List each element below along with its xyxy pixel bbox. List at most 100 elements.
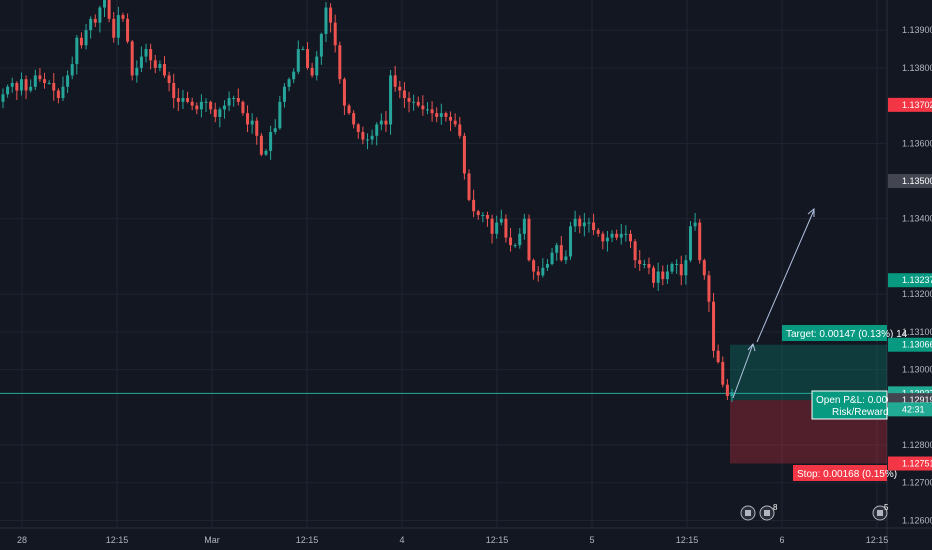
candle-body[interactable] bbox=[402, 90, 406, 99]
candle-body[interactable] bbox=[324, 7, 328, 34]
candle-body[interactable] bbox=[218, 109, 222, 117]
candle-body[interactable] bbox=[172, 82, 176, 99]
candle-body[interactable] bbox=[532, 260, 536, 272]
candle-body[interactable] bbox=[15, 82, 19, 91]
candle-body[interactable] bbox=[578, 218, 582, 227]
candle-body[interactable] bbox=[139, 56, 143, 68]
candle-body[interactable] bbox=[296, 49, 300, 72]
candle-body[interactable] bbox=[661, 271, 665, 280]
candle-body[interactable] bbox=[329, 7, 333, 23]
candle-body[interactable] bbox=[679, 264, 683, 276]
candle-body[interactable] bbox=[70, 64, 74, 76]
candle-body[interactable] bbox=[121, 15, 125, 19]
candle-body[interactable] bbox=[702, 260, 706, 276]
candle-body[interactable] bbox=[84, 30, 88, 46]
candle-body[interactable] bbox=[698, 222, 702, 261]
candle-body[interactable] bbox=[619, 233, 623, 238]
candle-body[interactable] bbox=[430, 109, 434, 114]
candle-body[interactable] bbox=[389, 75, 393, 125]
candle-body[interactable] bbox=[425, 109, 429, 111]
candle-body[interactable] bbox=[135, 67, 139, 76]
candle-body[interactable] bbox=[306, 49, 310, 68]
candle-body[interactable] bbox=[236, 98, 240, 102]
candle-body[interactable] bbox=[670, 264, 674, 272]
candle-body[interactable] bbox=[195, 105, 199, 110]
candle-body[interactable] bbox=[361, 132, 365, 140]
candle-body[interactable] bbox=[458, 124, 462, 136]
candle-body[interactable] bbox=[605, 237, 609, 242]
candle-body[interactable] bbox=[116, 15, 120, 38]
candle-body[interactable] bbox=[38, 75, 42, 80]
candle-body[interactable] bbox=[333, 22, 337, 46]
candle-body[interactable] bbox=[481, 214, 485, 216]
candle-body[interactable] bbox=[144, 49, 148, 57]
candle-body[interactable] bbox=[273, 128, 277, 132]
candle-body[interactable] bbox=[342, 79, 346, 106]
candle-body[interactable] bbox=[725, 384, 729, 396]
candle-body[interactable] bbox=[721, 362, 725, 385]
candle-body[interactable] bbox=[633, 241, 637, 261]
candle-body[interactable] bbox=[250, 120, 254, 125]
candle-body[interactable] bbox=[615, 233, 619, 238]
candle-body[interactable] bbox=[453, 120, 457, 125]
candle-body[interactable] bbox=[545, 264, 549, 268]
candle-body[interactable] bbox=[398, 86, 402, 91]
candle-body[interactable] bbox=[462, 135, 466, 174]
candle-body[interactable] bbox=[472, 199, 476, 212]
candle-body[interactable] bbox=[338, 45, 342, 80]
candle-body[interactable] bbox=[476, 211, 480, 215]
candle-body[interactable] bbox=[416, 101, 420, 106]
candle-body[interactable] bbox=[292, 71, 296, 80]
candle-body[interactable] bbox=[393, 75, 397, 87]
candle-body[interactable] bbox=[550, 252, 554, 264]
candle-body[interactable] bbox=[522, 218, 526, 234]
candle-body[interactable] bbox=[439, 113, 443, 117]
candle-body[interactable] bbox=[186, 98, 190, 102]
candle-body[interactable] bbox=[255, 120, 259, 136]
candle-body[interactable] bbox=[684, 260, 688, 276]
candle-body[interactable] bbox=[569, 226, 573, 257]
candle-body[interactable] bbox=[642, 264, 646, 265]
candle-body[interactable] bbox=[158, 64, 162, 68]
candle-body[interactable] bbox=[716, 350, 720, 363]
candle-body[interactable] bbox=[347, 105, 351, 114]
candle-body[interactable] bbox=[287, 79, 291, 87]
candle-body[interactable] bbox=[301, 49, 305, 51]
candle-body[interactable] bbox=[518, 233, 522, 246]
candle-body[interactable] bbox=[527, 218, 531, 261]
candle-body[interactable] bbox=[675, 264, 679, 265]
candle-body[interactable] bbox=[269, 132, 273, 151]
candle-body[interactable] bbox=[176, 98, 180, 102]
candle-body[interactable] bbox=[319, 33, 323, 57]
candle-body[interactable] bbox=[10, 82, 14, 87]
candle-body[interactable] bbox=[24, 79, 28, 91]
candle-body[interactable] bbox=[652, 267, 656, 283]
candle-body[interactable] bbox=[730, 392, 734, 396]
candle-body[interactable] bbox=[310, 67, 314, 76]
candle-body[interactable] bbox=[98, 7, 102, 23]
candle-body[interactable] bbox=[509, 237, 513, 246]
candle-body[interactable] bbox=[647, 264, 651, 268]
candle-body[interactable] bbox=[541, 267, 545, 276]
candle-body[interactable] bbox=[246, 113, 250, 125]
candle-body[interactable] bbox=[379, 120, 383, 125]
candle-body[interactable] bbox=[421, 105, 425, 110]
candle-body[interactable] bbox=[1, 94, 5, 102]
candle-body[interactable] bbox=[601, 233, 605, 242]
candle-body[interactable] bbox=[638, 260, 642, 264]
candle-body[interactable] bbox=[282, 86, 286, 102]
candle-body[interactable] bbox=[564, 256, 568, 261]
candle-body[interactable] bbox=[587, 222, 591, 224]
candle-body[interactable] bbox=[435, 113, 439, 117]
candle-body[interactable] bbox=[315, 56, 319, 76]
candle-body[interactable] bbox=[61, 86, 65, 99]
candle-body[interactable] bbox=[33, 75, 37, 87]
candle-body[interactable] bbox=[79, 37, 83, 46]
candle-body[interactable] bbox=[181, 98, 185, 102]
candle-body[interactable] bbox=[43, 79, 47, 83]
candle-body[interactable] bbox=[467, 173, 471, 200]
candle-body[interactable] bbox=[241, 101, 245, 114]
candle-body[interactable] bbox=[209, 101, 213, 110]
candle-body[interactable] bbox=[375, 124, 379, 136]
